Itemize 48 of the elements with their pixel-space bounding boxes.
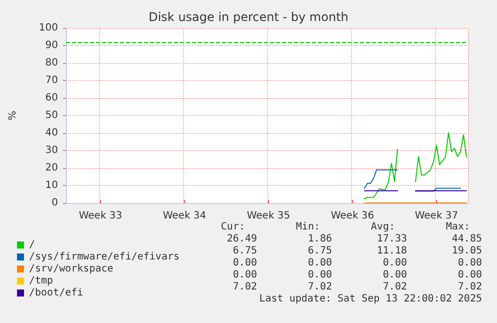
text: Min: [296,222,320,232]
y-tick-label: 30 [45,145,58,156]
text: 0.00 [308,258,332,268]
y-tick-label: 50 [45,110,58,121]
text: 6.75 [232,246,257,256]
legend-label: /srv/workspace [29,264,114,274]
text: 0.00 [458,270,482,280]
x-tick-label: Week 37 [414,210,458,222]
text: 0.00 [232,258,257,268]
legend-label: /tmp [29,276,54,286]
text: 26.49 [226,234,257,244]
y-tick-label: 10 [45,180,58,191]
text: Last update: Sat Sep 13 22:00:02 2025 [259,294,482,304]
legend-label: /boot/efi [29,288,84,298]
text: Cur: [220,222,245,232]
text: 0.00 [382,270,407,280]
text: 6.75 [308,246,332,256]
text: 7.02 [232,282,257,292]
y-axis-title: % [8,110,18,120]
text: 1.86 [308,234,332,244]
x-tick-label: Week 35 [246,210,290,222]
y-tick-label: 40 [45,128,58,138]
y-tick-label: 80 [45,58,58,68]
text: 17.33 [376,234,407,244]
legend-label: / [29,240,36,250]
text: 0.00 [458,258,482,268]
text: 0.00 [308,270,332,280]
text: 0.00 [232,270,257,280]
text: 0.00 [382,258,407,268]
text: Avg: [370,222,395,232]
text: Max: [446,222,470,232]
x-tick-label: Week 33 [78,210,122,222]
text: 7.02 [308,282,332,292]
y-tick-label: 70 [45,75,58,86]
y-tick-label: 90 [45,40,58,51]
legend-label: /sys/firmware/efi/efivars [29,252,180,262]
y-tick-label: 20 [45,162,58,174]
text: 7.02 [458,282,482,292]
x-tick-label: Week 36 [330,210,374,222]
chart-title: Disk usage in percent - by month [148,10,348,24]
text: 7.02 [382,282,407,292]
text: 11.18 [376,246,407,256]
text: 19.05 [452,246,482,256]
text: 44.85 [452,234,482,244]
x-tick-label: Week 34 [162,210,206,222]
y-tick-label: 60 [45,92,58,104]
y-tick-label: 100 [38,22,58,34]
y-tick-label: 0 [52,198,58,208]
